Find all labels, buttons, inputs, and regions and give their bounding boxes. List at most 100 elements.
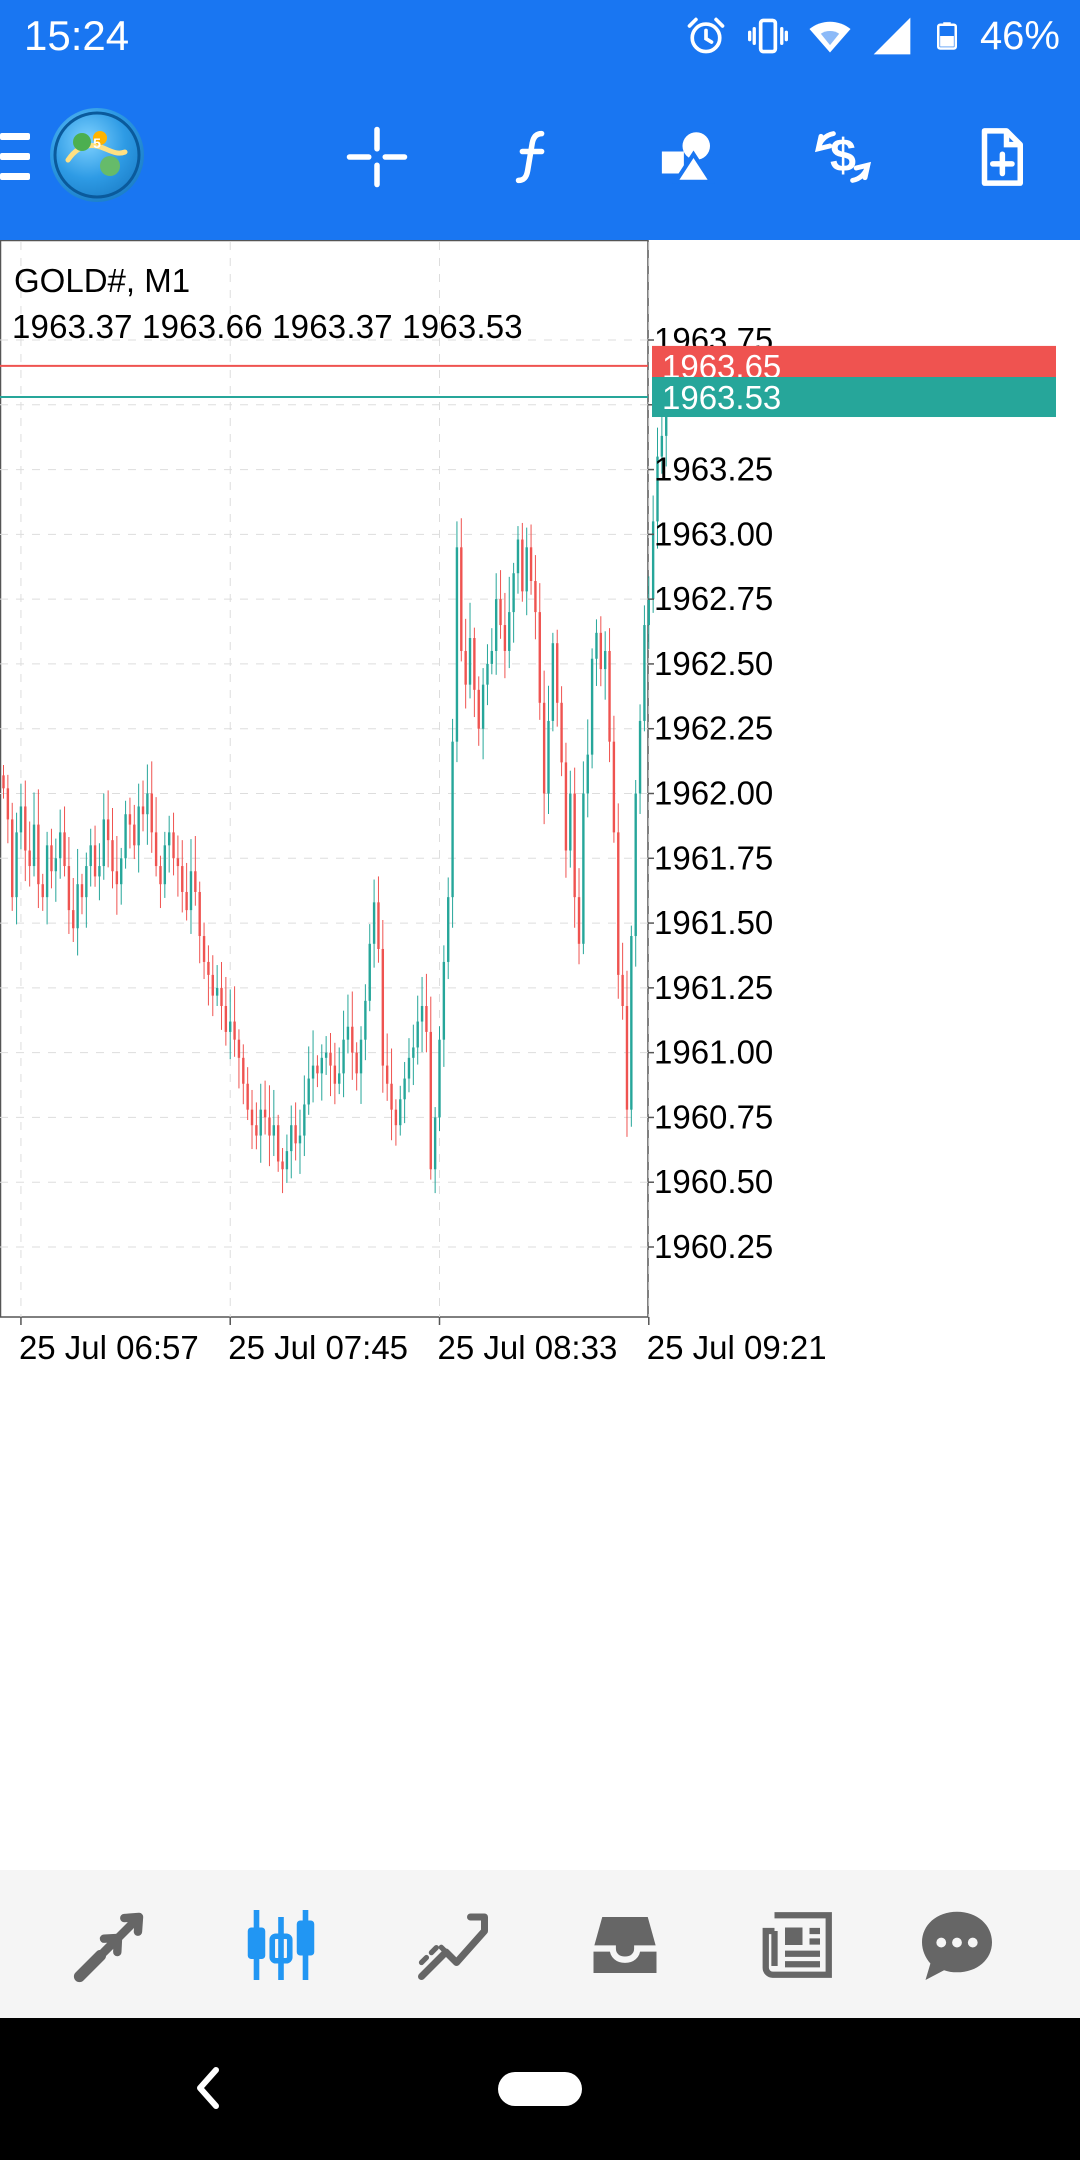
candle-body bbox=[542, 702, 546, 794]
candle-body bbox=[324, 1052, 328, 1058]
candle-body bbox=[181, 866, 184, 892]
candle-body bbox=[399, 1099, 402, 1126]
price-tick-label: 1962.50 bbox=[654, 645, 773, 682]
indicators-button[interactable] bbox=[487, 112, 577, 202]
candle-body bbox=[660, 435, 664, 457]
candle-body bbox=[128, 814, 132, 825]
bottom-navigation bbox=[0, 1870, 1080, 2018]
candle-body bbox=[621, 974, 624, 1006]
candle-body bbox=[455, 547, 459, 742]
candle-body bbox=[582, 793, 585, 944]
top-toolbar: 5 $ bbox=[0, 72, 1080, 240]
candle-body bbox=[512, 573, 515, 613]
candle-body bbox=[281, 1161, 284, 1170]
candle-body bbox=[651, 521, 655, 600]
nav-chart[interactable] bbox=[236, 1900, 326, 1990]
candle-body bbox=[529, 547, 533, 582]
candle-body bbox=[141, 806, 145, 815]
candle-body bbox=[342, 1039, 345, 1074]
price-chart[interactable]: 1963.751963.501963.251963.001962.751962.… bbox=[0, 240, 1080, 1870]
candle-body bbox=[215, 987, 219, 996]
candle-body bbox=[364, 1000, 367, 1040]
candle-body bbox=[425, 1005, 428, 1032]
nav-messages[interactable] bbox=[912, 1900, 1002, 1990]
candle-body bbox=[28, 850, 31, 867]
candle-body bbox=[442, 961, 446, 1040]
price-tick-label: 1960.75 bbox=[654, 1098, 773, 1135]
candle-body bbox=[124, 814, 127, 859]
candle-body bbox=[630, 936, 633, 1110]
objects-button[interactable] bbox=[643, 112, 733, 202]
back-icon[interactable] bbox=[186, 2058, 230, 2118]
candle-body bbox=[638, 720, 642, 794]
candle-body bbox=[102, 819, 105, 867]
candle-body bbox=[346, 1026, 350, 1040]
price-tick-label: 1962.00 bbox=[654, 775, 773, 812]
candle-body bbox=[211, 974, 214, 996]
candle-body bbox=[133, 824, 136, 846]
messages-icon bbox=[922, 1911, 992, 1980]
nav-history[interactable] bbox=[580, 1900, 670, 1990]
candle-body bbox=[298, 1135, 302, 1144]
candle-body bbox=[494, 599, 498, 651]
app-logo-icon[interactable]: 5 bbox=[50, 108, 144, 202]
candle-body bbox=[268, 1117, 271, 1136]
candle-body bbox=[50, 845, 53, 872]
price-tick-label: 1961.50 bbox=[654, 904, 773, 941]
candle-body bbox=[45, 845, 49, 898]
symbols-button[interactable]: $ bbox=[798, 112, 888, 202]
trade-icon bbox=[418, 1913, 488, 1980]
price-tick-label: 1960.50 bbox=[654, 1163, 773, 1200]
candle-body bbox=[355, 1052, 358, 1074]
candle-body bbox=[577, 897, 581, 944]
candle-body bbox=[263, 1109, 267, 1118]
candle-body bbox=[556, 643, 559, 703]
candle-body bbox=[154, 832, 158, 867]
candle-body bbox=[233, 1021, 236, 1040]
indicators-icon bbox=[515, 130, 545, 184]
candle-body bbox=[503, 625, 507, 651]
chart-canvas[interactable]: 1963.751963.501963.251963.001962.751962.… bbox=[0, 240, 1080, 1870]
candle-body bbox=[599, 632, 603, 670]
new-order-icon bbox=[981, 128, 1023, 186]
candle-body bbox=[377, 902, 380, 949]
candle-body bbox=[242, 1057, 245, 1084]
candle-body bbox=[67, 866, 71, 911]
candle-body bbox=[146, 793, 149, 815]
crosshair-button[interactable] bbox=[332, 112, 422, 202]
candle-body bbox=[394, 1109, 398, 1126]
candle-body bbox=[333, 1065, 337, 1084]
news-icon bbox=[762, 1912, 832, 1978]
candle-body bbox=[137, 806, 140, 846]
home-pill[interactable] bbox=[498, 2072, 582, 2106]
nav-news[interactable] bbox=[754, 1900, 844, 1990]
candle-body bbox=[534, 581, 537, 613]
price-tick-label: 1962.75 bbox=[654, 580, 773, 617]
new-order-button[interactable] bbox=[956, 112, 1046, 202]
svg-text:5: 5 bbox=[93, 135, 101, 151]
candle-body bbox=[98, 866, 101, 877]
candle-body bbox=[194, 871, 197, 892]
price-tick-label: 1960.25 bbox=[654, 1228, 773, 1265]
candle-body bbox=[198, 891, 201, 937]
candle-body bbox=[185, 891, 188, 911]
time-tick-label: 25 Jul 06:57 bbox=[19, 1329, 199, 1366]
candle-body bbox=[525, 547, 528, 592]
candle-body bbox=[516, 539, 520, 574]
candle-body bbox=[93, 845, 97, 877]
ohlc-values: 1963.37 1963.66 1963.37 1963.53 bbox=[12, 308, 523, 345]
candle-body bbox=[207, 961, 210, 975]
candle-body bbox=[311, 1065, 315, 1079]
nav-trade[interactable] bbox=[408, 1900, 498, 1990]
candle-body bbox=[403, 1078, 406, 1100]
candle-body bbox=[586, 754, 589, 794]
menu-icon[interactable] bbox=[0, 133, 32, 181]
candle-body bbox=[460, 547, 463, 651]
svg-text:$: $ bbox=[830, 129, 856, 181]
candle-body bbox=[89, 845, 92, 867]
candle-body bbox=[551, 643, 555, 721]
candle-body bbox=[32, 824, 36, 867]
nav-quotes[interactable] bbox=[66, 1900, 156, 1990]
crosshair-icon bbox=[346, 126, 408, 188]
